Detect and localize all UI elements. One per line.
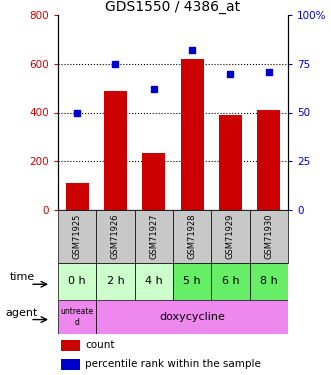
Text: count: count <box>85 340 115 350</box>
Text: GSM71928: GSM71928 <box>188 213 197 259</box>
Bar <box>250 210 288 262</box>
Bar <box>173 262 211 300</box>
Bar <box>181 59 204 210</box>
Point <box>266 69 271 75</box>
Bar <box>58 262 96 300</box>
Bar <box>211 210 250 262</box>
Text: GSM71925: GSM71925 <box>72 214 82 259</box>
Point <box>189 47 195 53</box>
Bar <box>58 300 96 334</box>
Text: time: time <box>9 273 35 282</box>
Text: 6 h: 6 h <box>222 276 239 286</box>
Text: 4 h: 4 h <box>145 276 163 286</box>
Bar <box>61 339 80 351</box>
Text: 0 h: 0 h <box>68 276 86 286</box>
Bar <box>257 110 280 210</box>
Bar <box>142 153 165 210</box>
Point <box>74 110 80 116</box>
Bar <box>250 262 288 300</box>
Bar <box>58 210 96 262</box>
Bar <box>219 115 242 210</box>
Bar <box>96 300 288 334</box>
Text: 8 h: 8 h <box>260 276 278 286</box>
Point <box>228 70 233 76</box>
Text: GSM71929: GSM71929 <box>226 214 235 259</box>
Text: agent: agent <box>6 309 38 318</box>
Bar <box>173 210 211 262</box>
Point <box>113 61 118 67</box>
Bar <box>96 262 135 300</box>
Text: GSM71930: GSM71930 <box>264 213 273 259</box>
Point <box>151 86 157 92</box>
Text: percentile rank within the sample: percentile rank within the sample <box>85 359 261 369</box>
Bar <box>211 262 250 300</box>
Text: 5 h: 5 h <box>183 276 201 286</box>
Title: GDS1550 / 4386_at: GDS1550 / 4386_at <box>105 0 241 14</box>
Bar <box>61 358 80 370</box>
Bar <box>96 210 135 262</box>
Text: doxycycline: doxycycline <box>159 312 225 322</box>
Bar <box>135 210 173 262</box>
Text: 2 h: 2 h <box>107 276 124 286</box>
Text: GSM71926: GSM71926 <box>111 213 120 259</box>
Bar <box>104 91 127 210</box>
Bar <box>66 183 89 210</box>
Text: untreate
d: untreate d <box>61 307 94 327</box>
Text: GSM71927: GSM71927 <box>149 213 158 259</box>
Bar <box>135 262 173 300</box>
